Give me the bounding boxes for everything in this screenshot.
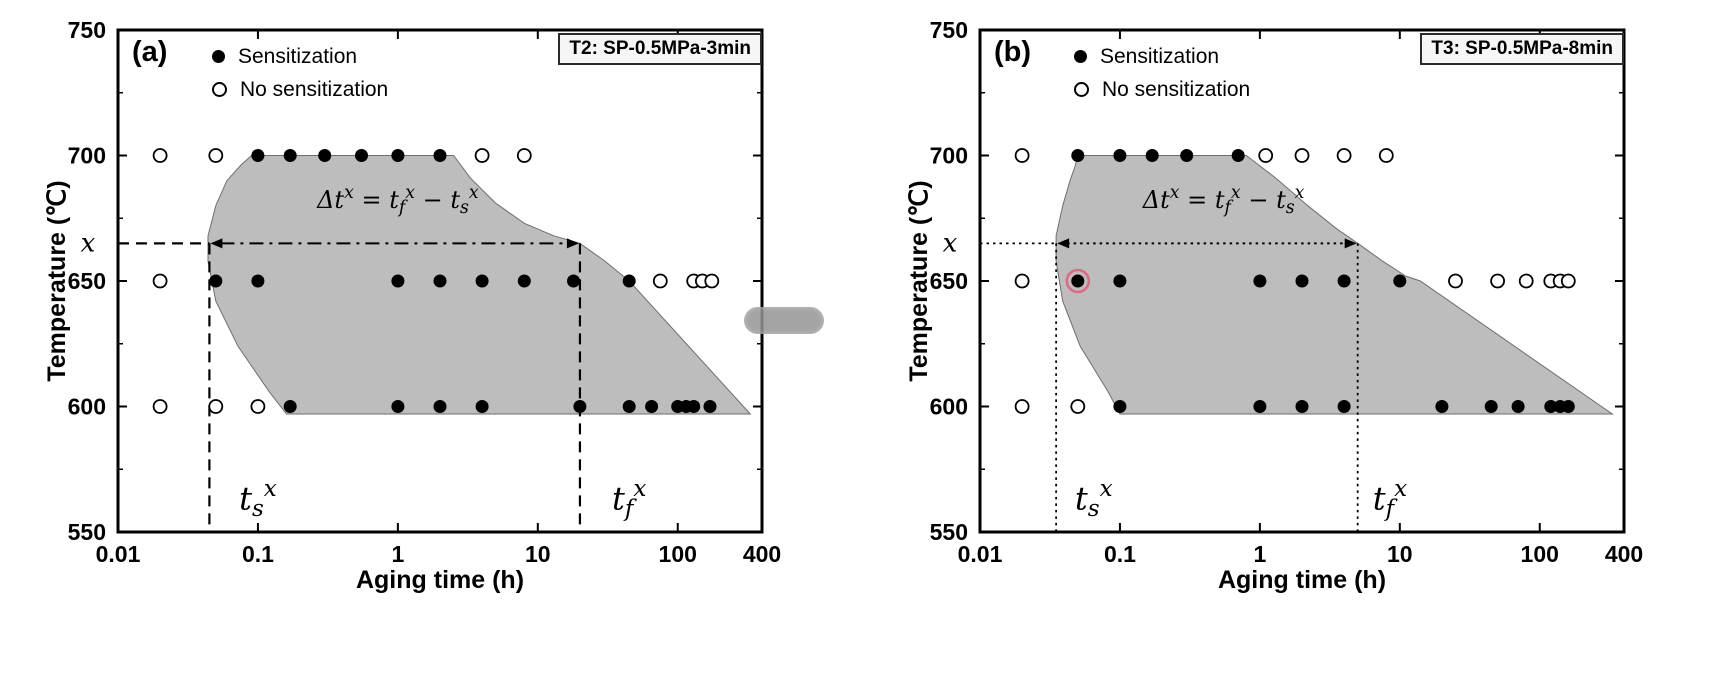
legend-item-no-sensitization: No sensitization bbox=[212, 73, 388, 106]
data-points bbox=[152, 148, 720, 414]
svg-text:Δtx = tfx − tsx: Δtx = tfx − tsx bbox=[316, 183, 479, 218]
svg-text:0.1: 0.1 bbox=[1104, 541, 1136, 567]
svg-text:tfx: tfx bbox=[612, 476, 646, 522]
svg-text:100: 100 bbox=[659, 541, 697, 567]
svg-text:tfx: tfx bbox=[1373, 476, 1407, 522]
svg-text:550: 550 bbox=[68, 519, 106, 545]
legend-item-sensitization: Sensitization bbox=[212, 40, 388, 73]
x-axis-title-a: Aging time (h) bbox=[355, 566, 525, 594]
legend-label-sensitization: Sensitization bbox=[1100, 44, 1220, 68]
panel-label-a: (a) bbox=[132, 36, 168, 68]
legend-label-no-sensitization: No sensitization bbox=[1102, 77, 1251, 101]
svg-text:650: 650 bbox=[68, 268, 106, 294]
chart-panel-a: Δtx = tfx − tsx tsx tfx x 0.01 0.1 1 10 100 400 55… bbox=[43, 17, 782, 594]
svg-text:0.01: 0.01 bbox=[958, 541, 1003, 567]
svg-text:750: 750 bbox=[930, 17, 968, 43]
legend-b: Sensitization No sensitization bbox=[1074, 40, 1250, 106]
svg-text:x: x bbox=[943, 228, 958, 258]
filled-circle-icon bbox=[212, 50, 225, 63]
svg-text:650: 650 bbox=[930, 268, 968, 294]
svg-text:0.01: 0.01 bbox=[96, 541, 141, 567]
svg-text:400: 400 bbox=[1605, 541, 1643, 567]
y-axis-title-b: Temperature (℃) bbox=[905, 180, 933, 382]
svg-text:x: x bbox=[81, 228, 96, 258]
svg-text:0.1: 0.1 bbox=[242, 541, 274, 567]
axes-layer: 0.01 0.1 1 10 100 400 550 600 650 700 750 bbox=[930, 17, 1644, 567]
svg-text:Δtx = tfx − tsx: Δtx = tfx − tsx bbox=[1142, 183, 1305, 218]
sensitization-region bbox=[1055, 155, 1614, 415]
x-axis-title-b: Aging time (h) bbox=[1217, 566, 1387, 594]
condition-box-a: T2: SP-0.5MPa-3min bbox=[558, 33, 762, 65]
overlay-badge bbox=[744, 307, 824, 334]
legend-item-no-sensitization: No sensitization bbox=[1074, 73, 1250, 106]
annotation-layer: Δtx = tfx − tsx tsx tfx x bbox=[943, 183, 1407, 532]
panel-label-b: (b) bbox=[994, 36, 1032, 68]
svg-text:550: 550 bbox=[930, 519, 968, 545]
legend-label-no-sensitization: No sensitization bbox=[240, 77, 389, 101]
svg-text:100: 100 bbox=[1521, 541, 1559, 567]
svg-text:400: 400 bbox=[743, 541, 781, 567]
svg-text:750: 750 bbox=[68, 17, 106, 43]
open-circle-icon bbox=[212, 82, 227, 97]
legend-item-sensitization: Sensitization bbox=[1074, 40, 1250, 73]
plot-svg-a: Δtx = tfx − tsx tsx tfx x 0.01 0.1 1 10 100 400 55… bbox=[68, 17, 782, 567]
svg-text:tsx: tsx bbox=[1075, 476, 1113, 522]
filled-circle-icon bbox=[1074, 50, 1087, 63]
svg-text:700: 700 bbox=[68, 143, 106, 169]
plot-svg-b: Δtx = tfx − tsx tsx tfx x 0.01 0.1 1 10 100 400 55… bbox=[930, 17, 1644, 567]
y-axis-title-a: Temperature (℃) bbox=[43, 180, 71, 382]
svg-text:1: 1 bbox=[391, 541, 404, 567]
svg-text:10: 10 bbox=[1387, 541, 1413, 567]
annotation-layer: Δtx = tfx − tsx tsx tfx x bbox=[81, 183, 646, 532]
svg-text:700: 700 bbox=[930, 143, 968, 169]
legend-a: Sensitization No sensitization bbox=[212, 40, 388, 106]
svg-text:10: 10 bbox=[525, 541, 551, 567]
svg-text:tsx: tsx bbox=[239, 476, 277, 522]
legend-label-sensitization: Sensitization bbox=[238, 44, 358, 68]
axes-layer: 0.01 0.1 1 10 100 400 550 600 650 700 750 bbox=[68, 17, 782, 567]
svg-text:600: 600 bbox=[930, 394, 968, 420]
open-circle-icon bbox=[1074, 82, 1089, 97]
condition-box-b: T3: SP-0.5MPa-8min bbox=[1420, 33, 1624, 65]
svg-text:600: 600 bbox=[68, 394, 106, 420]
svg-text:1: 1 bbox=[1253, 541, 1266, 567]
data-points bbox=[1014, 148, 1576, 414]
chart-panel-b: Δtx = tfx − tsx tsx tfx x 0.01 0.1 1 10 100 400 55… bbox=[862, 0, 1724, 674]
